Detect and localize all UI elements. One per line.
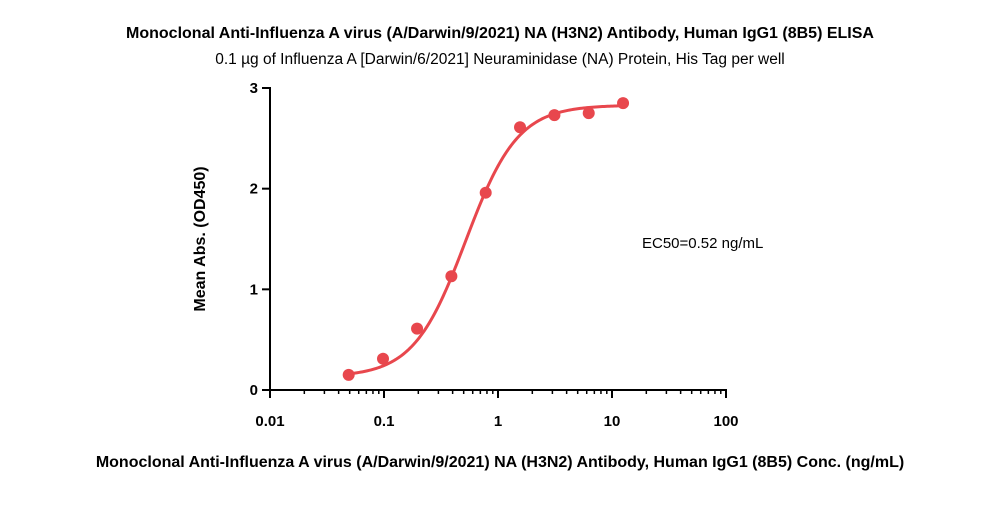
x-tick-label: 10 — [604, 413, 621, 430]
plot-area — [342, 97, 630, 381]
x-axis-label: Monoclonal Anti-Influenza A virus (A/Dar… — [96, 454, 904, 471]
x-tick-label: 0.01 — [255, 413, 284, 430]
y-axis-label: Mean Abs. (OD450) — [192, 166, 209, 311]
x-tick-label: 100 — [713, 413, 738, 430]
x-tick-label: 0.1 — [374, 413, 395, 430]
y-tick-label: 2 — [250, 181, 258, 198]
data-point — [411, 322, 424, 335]
data-point — [548, 109, 561, 122]
y-tick-label: 1 — [250, 281, 258, 298]
y-tick-label: 0 — [250, 382, 258, 399]
data-point — [445, 270, 458, 283]
chart-title: Monoclonal Anti-Influenza A virus (A/Dar… — [126, 25, 874, 42]
data-point — [342, 368, 355, 381]
data-point — [617, 97, 630, 110]
chart-subtitle: 0.1 µg of Influenza A [Darwin/6/2021] Ne… — [215, 51, 785, 68]
data-point — [376, 352, 389, 365]
data-point — [479, 186, 492, 199]
data-point — [582, 107, 595, 120]
data-points — [342, 97, 630, 381]
x-tick-label: 1 — [494, 413, 502, 430]
y-axis-ticks: 0 1 2 3 — [250, 80, 270, 399]
fit-curve — [348, 104, 624, 376]
y-tick-label: 3 — [250, 80, 258, 97]
ec50-annotation: EC50=0.52 ng/mL — [642, 235, 763, 252]
data-point — [514, 121, 527, 134]
x-axis-ticks: 0.01 0.1 1 10 100 — [255, 390, 739, 430]
